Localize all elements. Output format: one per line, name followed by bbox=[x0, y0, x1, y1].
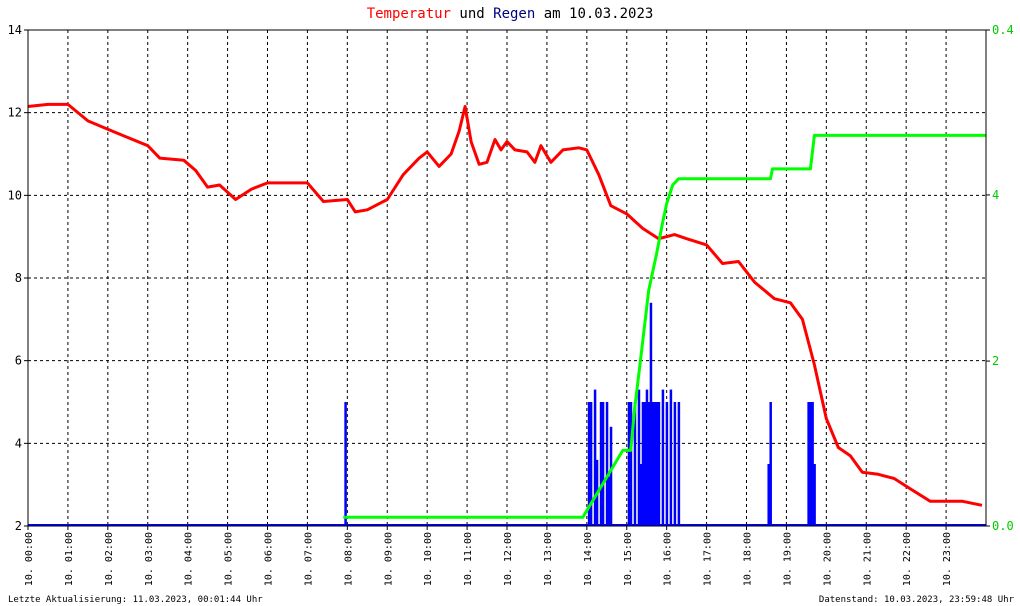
series-line-rain_cumulative bbox=[343, 133, 986, 519]
rain-bar-20 bbox=[651, 402, 655, 526]
rain-bar-33 bbox=[811, 402, 814, 526]
x-tick-label-11: 10. 11:00 bbox=[463, 532, 474, 586]
x-tick-label-5: 10. 05:00 bbox=[224, 532, 235, 586]
x-tick-label-4: 10. 04:00 bbox=[184, 532, 195, 586]
title-part-2: Regen bbox=[493, 6, 535, 22]
rain-bar-15 bbox=[641, 402, 645, 526]
rain-bar-31 bbox=[807, 402, 810, 526]
x-tick-label-7: 10. 07:00 bbox=[303, 532, 314, 586]
chart-grid bbox=[28, 30, 986, 526]
rain-bar-32 bbox=[809, 402, 812, 526]
right-tick-label-1: 2 bbox=[992, 354, 999, 368]
left-tick-label-2: 6 bbox=[15, 354, 22, 368]
rain-bar-12 bbox=[633, 402, 637, 526]
x-tick-label-2: 10. 02:00 bbox=[104, 532, 115, 586]
x-tick-label-21: 10. 21:00 bbox=[862, 532, 873, 586]
x-tick-label-14: 10. 14:00 bbox=[583, 532, 594, 586]
title-part-1: und bbox=[451, 6, 493, 22]
x-tick-label-23: 10. 23:00 bbox=[942, 532, 953, 586]
x-tick-label-12: 10. 12:00 bbox=[503, 532, 514, 586]
right-tick-label-3: 0.4 bbox=[992, 23, 1014, 37]
footer-last-update: Letzte Aktualisierung: 11.03.2023, 00:01… bbox=[8, 595, 263, 605]
rain-bar-14 bbox=[639, 464, 643, 526]
left-axis-ticks: 2 4 6 8 10 12 14 bbox=[8, 23, 28, 533]
x-tick-label-1: 10. 01:00 bbox=[64, 532, 75, 586]
right-tick-label-2: 4 bbox=[992, 188, 999, 202]
rain-bar-2 bbox=[589, 402, 593, 526]
x-tick-label-8: 10. 08:00 bbox=[343, 532, 354, 586]
left-tick-label-4: 10 bbox=[8, 188, 22, 202]
rain-bar-6 bbox=[601, 402, 605, 526]
series-line-temperature bbox=[27, 102, 983, 507]
x-tick-label-19: 10. 19:00 bbox=[782, 532, 793, 586]
rain-bar-19 bbox=[649, 302, 653, 526]
right-tick-label-0: 0.0 bbox=[992, 519, 1014, 533]
right-axis-ticks: 0.0 2 4 0.4 bbox=[986, 23, 1014, 533]
title-part-0: Temperatur bbox=[367, 6, 451, 22]
rain-bar-26 bbox=[669, 389, 673, 526]
rain-bar-24 bbox=[661, 389, 665, 526]
plot-frame bbox=[27, 29, 987, 527]
rain-bar-18 bbox=[647, 402, 651, 526]
rain-bar-29 bbox=[767, 464, 770, 526]
x-tick-label-0: 10. 00:00 bbox=[24, 532, 35, 586]
left-tick-label-3: 8 bbox=[15, 271, 22, 285]
rain-bar-1 bbox=[587, 402, 591, 526]
left-tick-label-0: 2 bbox=[15, 519, 22, 533]
rain-bar-5 bbox=[599, 402, 603, 526]
rain-bar-17 bbox=[645, 389, 649, 526]
title-part-3: am 10.03.2023 bbox=[535, 6, 653, 22]
x-tick-label-3: 10. 03:00 bbox=[144, 532, 155, 586]
rain-bar-16 bbox=[643, 402, 647, 526]
rain-bar-22 bbox=[655, 402, 659, 526]
rain-bar-0 bbox=[344, 402, 347, 526]
rain-bar-13 bbox=[637, 389, 641, 526]
x-tick-label-13: 10. 13:00 bbox=[543, 532, 554, 586]
left-tick-label-6: 14 bbox=[8, 23, 22, 37]
rain-bar-28 bbox=[677, 402, 681, 526]
rain-bar-30 bbox=[769, 402, 772, 526]
left-tick-label-5: 12 bbox=[8, 106, 22, 120]
rain-bar-21 bbox=[653, 402, 657, 526]
x-tick-label-10: 10. 10:00 bbox=[423, 532, 434, 586]
chart-title: Temperatur und Regen am 10.03.2023 bbox=[367, 6, 654, 22]
rain-bar-8 bbox=[607, 476, 611, 526]
footer-data-status: Datenstand: 10.03.2023, 23:59:48 Uhr bbox=[819, 595, 1015, 605]
x-tick-label-22: 10. 22:00 bbox=[902, 532, 913, 586]
rain-bars bbox=[28, 302, 986, 526]
left-tick-label-1: 4 bbox=[15, 436, 22, 450]
rain-bar-25 bbox=[665, 402, 669, 526]
x-tick-label-17: 10. 17:00 bbox=[703, 532, 714, 586]
x-tick-label-20: 10. 20:00 bbox=[822, 532, 833, 586]
x-tick-label-6: 10. 06:00 bbox=[264, 532, 275, 586]
rain-bar-7 bbox=[605, 402, 609, 526]
rain-bar-9 bbox=[609, 426, 613, 526]
rain-bar-34 bbox=[813, 464, 816, 526]
rain-bar-27 bbox=[673, 402, 677, 526]
rain-bar-23 bbox=[657, 402, 661, 526]
x-tick-label-18: 10. 18:00 bbox=[743, 532, 754, 586]
x-tick-label-16: 10. 16:00 bbox=[663, 532, 674, 586]
series-lines bbox=[27, 102, 986, 519]
x-tick-label-15: 10. 15:00 bbox=[623, 532, 634, 586]
x-tick-label-9: 10. 09:00 bbox=[383, 532, 394, 586]
rain-bar-10 bbox=[627, 402, 631, 526]
rain-bar-3 bbox=[593, 389, 597, 526]
rain-bar-11 bbox=[629, 402, 633, 526]
x-axis-ticks: 10. 00:00 10. 01:00 10. 02:00 10. 03:00 10. … bbox=[24, 526, 953, 586]
